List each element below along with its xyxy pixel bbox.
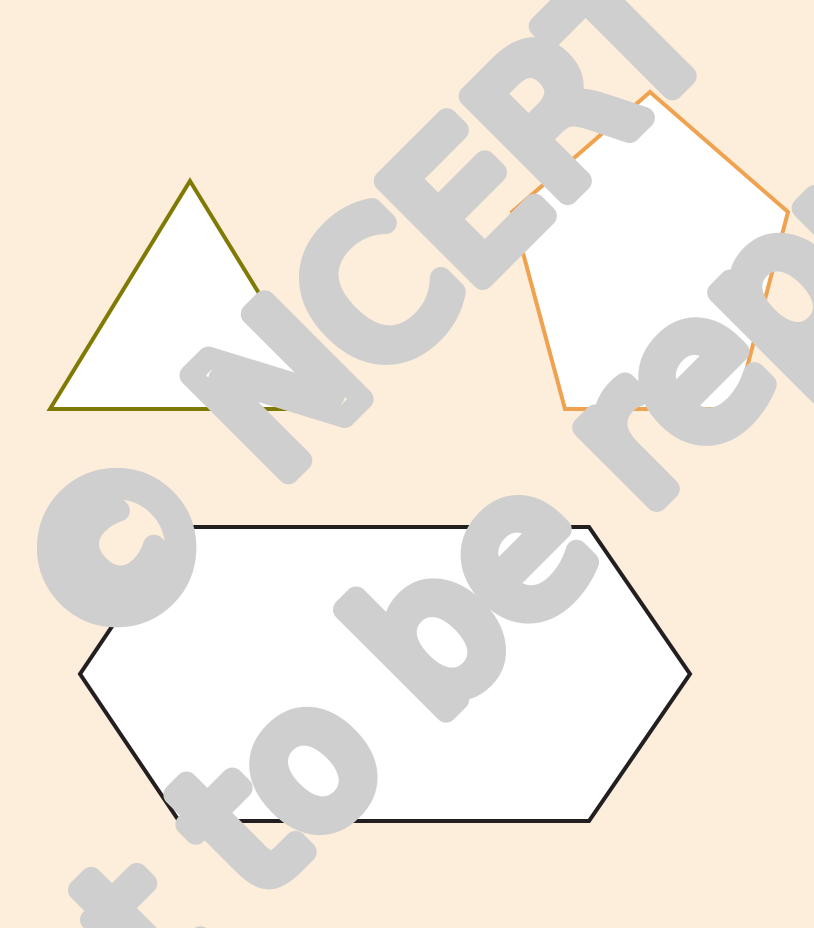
triangle-shape — [46, 177, 334, 411]
hexagon-shape — [77, 525, 693, 823]
pentagon-shape — [509, 89, 791, 411]
